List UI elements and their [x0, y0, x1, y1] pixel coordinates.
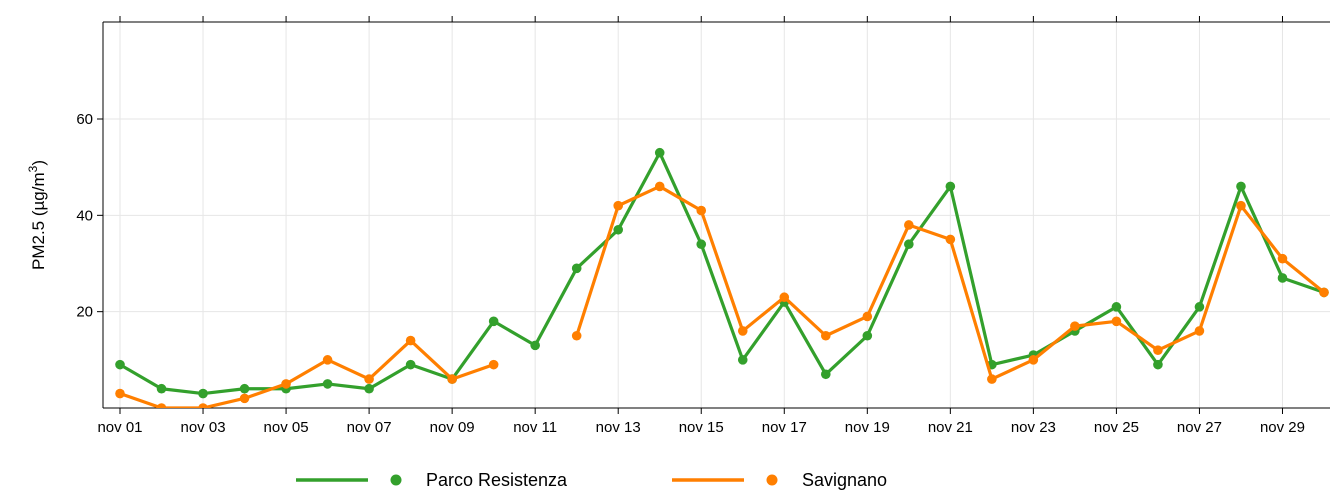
- x-tick-label: nov 09: [430, 419, 475, 436]
- data-point: [1028, 355, 1039, 365]
- legend-marker-swatch: [390, 474, 402, 486]
- data-point: [198, 388, 208, 399]
- data-point: [1153, 359, 1163, 370]
- data-point: [1194, 302, 1205, 312]
- data-point: [654, 181, 665, 192]
- data-point: [1319, 287, 1329, 298]
- x-tick-label: nov 13: [596, 419, 641, 436]
- series-1: [115, 147, 1329, 399]
- data-point: [405, 335, 416, 346]
- data-point: [239, 383, 250, 394]
- data-point: [904, 239, 914, 250]
- data-point: [737, 326, 748, 336]
- data-point: [1194, 326, 1205, 336]
- x-tick-label: nov 15: [679, 419, 724, 436]
- x-tick-label: nov 17: [762, 419, 807, 436]
- y-axis-title: PM2.5 (µg/m3): [26, 160, 48, 270]
- data-point: [1070, 321, 1080, 331]
- data-point: [945, 181, 956, 192]
- data-point: [820, 369, 831, 380]
- data-point: [1277, 273, 1288, 283]
- legend-label: Savignano: [802, 470, 887, 490]
- data-point: [1236, 181, 1246, 192]
- series-line: [118, 151, 1326, 396]
- data-point: [862, 311, 873, 322]
- data-point: [198, 403, 208, 408]
- data-point: [654, 147, 665, 158]
- legend: Parco Resistenza Savignano: [296, 470, 887, 490]
- legend-marker-swatch: [766, 474, 778, 486]
- data-point: [156, 403, 167, 408]
- data-point: [696, 239, 707, 250]
- x-tick-label: nov 07: [347, 419, 392, 436]
- data-point: [613, 200, 624, 211]
- x-tick-label: nov 19: [845, 419, 890, 436]
- data-point: [1277, 253, 1288, 264]
- x-tick-label: nov 11: [513, 419, 557, 436]
- data-point: [488, 359, 499, 370]
- y-tick-label: 60: [76, 111, 93, 128]
- data-point: [945, 234, 956, 245]
- legend-item-1: Parco Resistenza: [296, 470, 568, 490]
- data-point: [904, 220, 914, 230]
- grid-lines: [103, 22, 1330, 408]
- data-point: [779, 292, 790, 303]
- series-line: [118, 184, 1326, 408]
- data-point: [447, 374, 457, 384]
- data-point: [613, 224, 624, 235]
- x-tick-label: nov 29: [1260, 419, 1305, 436]
- data-point: [987, 374, 997, 384]
- y-tick-label: 20: [76, 304, 93, 321]
- data-point: [530, 340, 540, 351]
- x-tick-label: nov 05: [264, 419, 309, 436]
- data-point: [364, 383, 374, 394]
- data-point: [1153, 345, 1163, 356]
- data-point: [737, 355, 748, 365]
- data-point: [488, 316, 499, 327]
- x-tick-label: nov 01: [97, 419, 142, 436]
- data-point: [571, 330, 582, 341]
- data-point: [364, 374, 374, 384]
- data-point: [281, 379, 291, 389]
- y-tick-label: 40: [76, 207, 93, 224]
- data-point: [156, 383, 167, 394]
- data-point: [1236, 200, 1246, 211]
- data-point: [571, 263, 582, 274]
- data-point: [696, 205, 707, 216]
- data-point: [322, 379, 333, 389]
- x-tick-label: nov 23: [1011, 419, 1056, 436]
- data-point: [862, 330, 873, 341]
- axes: nov 01 nov 03 nov 05 nov 07 nov 09 nov 11 nov …: [26, 16, 1330, 436]
- series-group: [115, 147, 1329, 408]
- x-tick-label: nov 25: [1094, 419, 1139, 436]
- data-point: [115, 388, 125, 399]
- data-point: [115, 359, 125, 370]
- x-tick-label: nov 03: [181, 419, 226, 436]
- series-2: [115, 181, 1329, 408]
- data-point: [1111, 302, 1122, 312]
- legend-item-2: Savignano: [672, 470, 887, 490]
- data-point: [820, 330, 831, 341]
- data-point: [1111, 316, 1122, 327]
- x-tick-label: nov 21: [928, 419, 973, 436]
- x-tick-label: nov 27: [1177, 419, 1222, 436]
- legend-label: Parco Resistenza: [426, 470, 568, 490]
- data-point: [405, 359, 416, 370]
- data-point: [322, 355, 333, 365]
- data-point: [239, 393, 250, 404]
